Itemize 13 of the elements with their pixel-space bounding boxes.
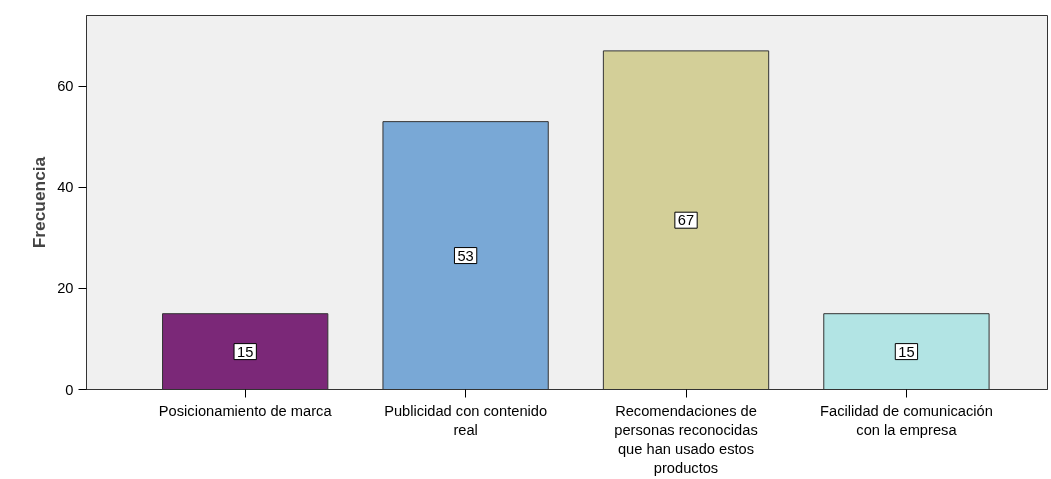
y-tick-label: 20: [57, 280, 74, 297]
data-label: 15: [237, 343, 254, 360]
data-label: 15: [898, 343, 915, 360]
x-tick-label: Publicidad con contenido real: [384, 402, 548, 438]
x-tick-label: Recomendaciones de personas reconocidas que han usado estos productos: [614, 402, 758, 477]
x-tick-label: Facilidad de comunicación con la empresa: [820, 402, 993, 438]
data-label: 53: [457, 247, 474, 264]
y-axis-title: Frecuencia: [29, 156, 50, 249]
y-tick-label: 60: [57, 78, 74, 95]
y-tick-label: 0: [65, 381, 74, 398]
x-tick-label: Posicionamiento de marca: [158, 402, 333, 419]
data-label: 67: [677, 212, 695, 229]
y-tick-label: 40: [57, 179, 74, 196]
